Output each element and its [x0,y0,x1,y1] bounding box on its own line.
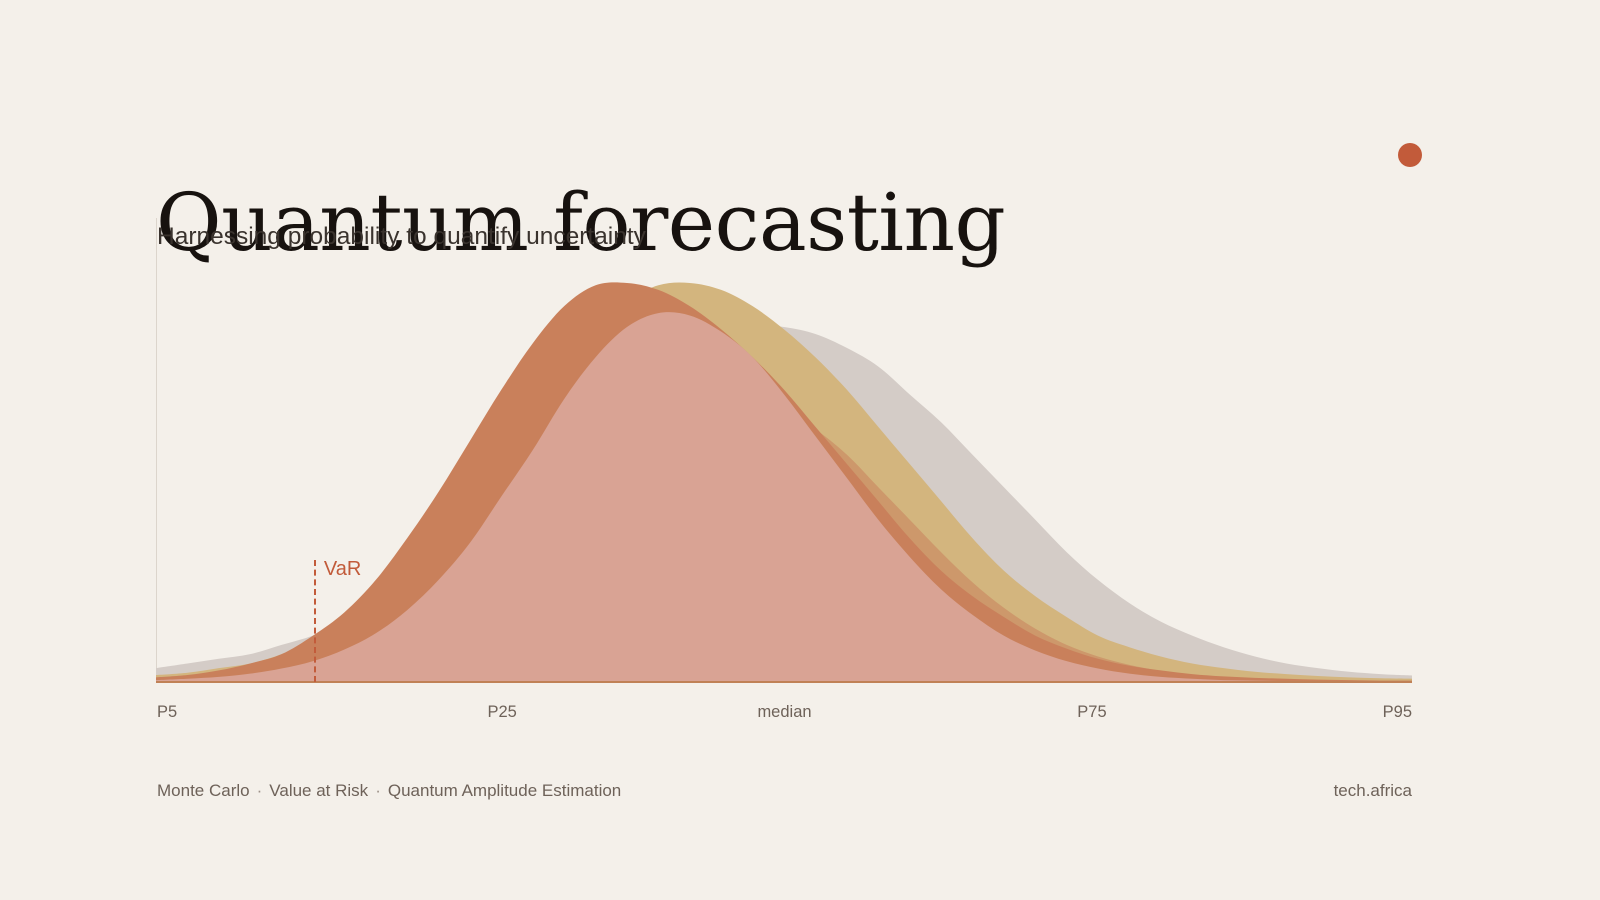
footer-separator: · [256,781,263,800]
footer-keyword: Value at Risk [269,781,369,800]
footer-brand: tech.africa [1333,781,1412,800]
y-axis-line [156,218,157,682]
footer-keyword: Monte Carlo [157,781,250,800]
page-subtitle: Harnessing probability to quantify uncer… [157,223,646,250]
x-tick-median: median [757,703,812,721]
x-axis-line [156,681,1412,683]
footer-keywords: Monte Carlo · Value at Risk · Quantum Amplit… [157,779,621,802]
chart-areas [156,282,1412,682]
footer-keyword: Quantum Amplitude Estimation [387,781,622,800]
page-title: Quantum forecasting [156,175,1006,269]
x-axis-tick-labels: P5 P25 median P75 P95 [0,701,1600,723]
x-tick-p25: P25 [487,703,517,721]
distribution-chart [156,218,1412,682]
footer-separator: · [375,781,381,800]
area-rose-peak [156,312,1412,682]
var-threshold-line [313,560,316,682]
x-tick-p75: P75 [1077,703,1107,721]
x-tick-p95: P95 [1382,703,1412,721]
accent-dot [1398,143,1422,167]
x-tick-p5: P5 [157,703,178,721]
var-threshold-label: VaR [323,558,362,580]
